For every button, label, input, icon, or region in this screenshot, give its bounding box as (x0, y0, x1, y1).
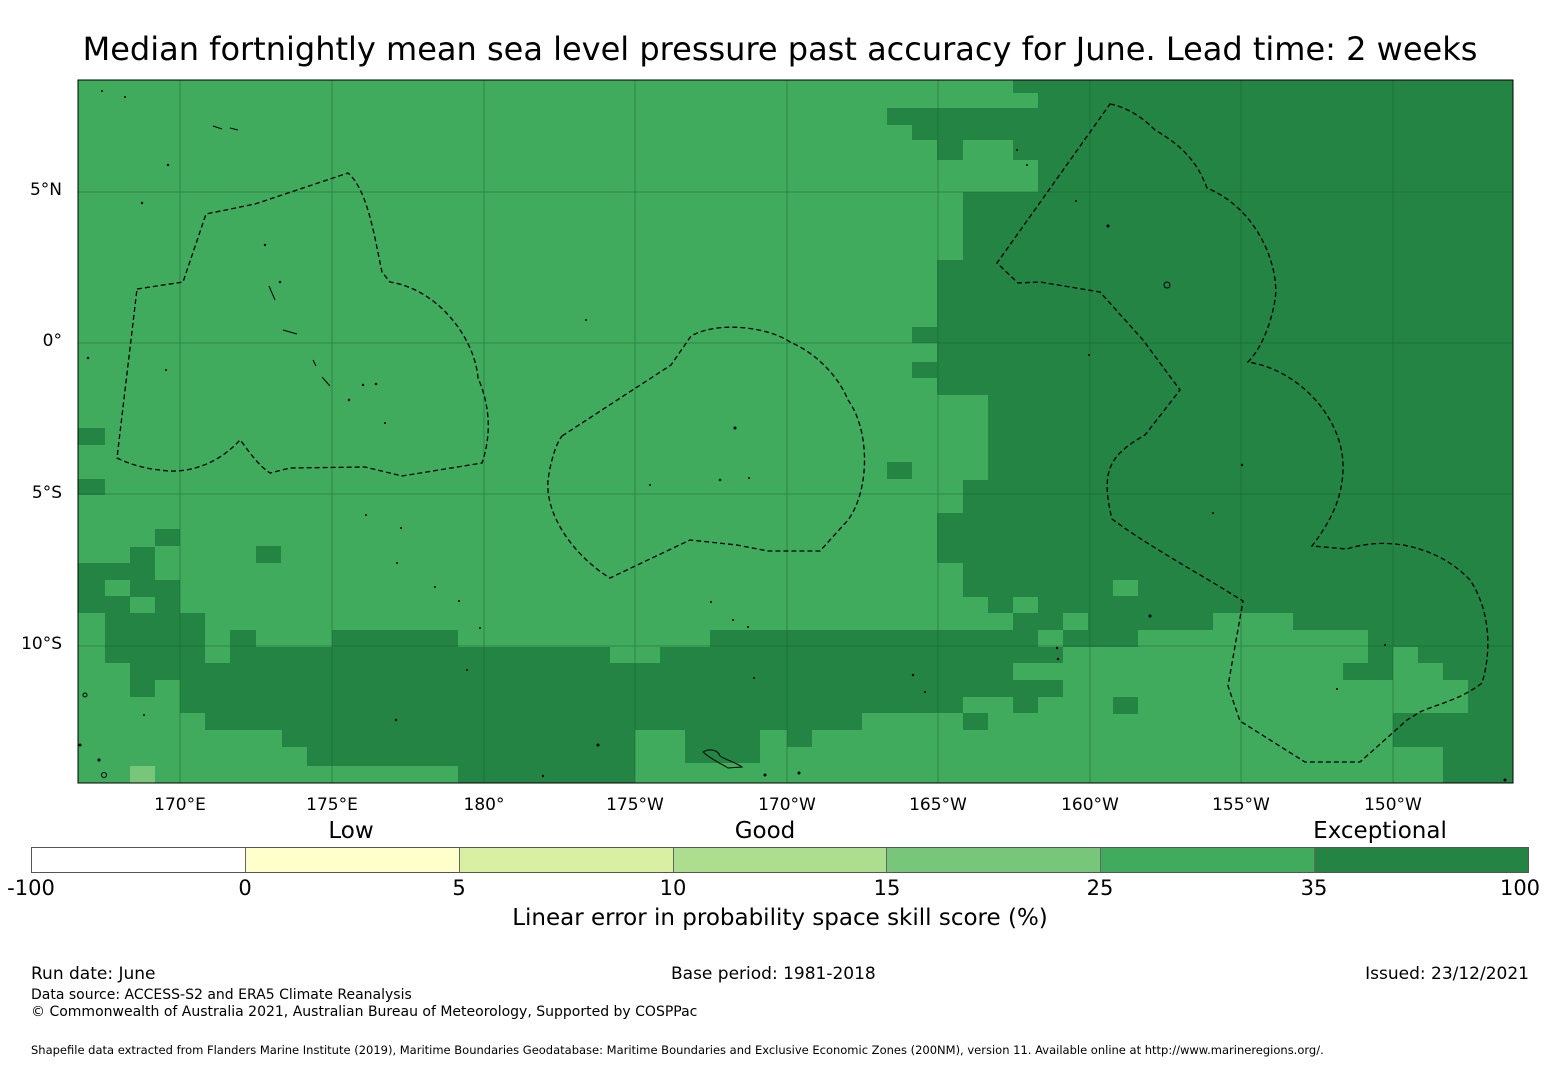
lat-label-10s: 10°S (21, 634, 62, 654)
lon-label-180: 180° (463, 795, 505, 815)
legend-category-good: Good (734, 818, 796, 844)
lon-label-170w: 170°W (758, 795, 816, 815)
colorbar-tick: 5 (452, 876, 466, 900)
lon-label-170e: 170°E (154, 795, 206, 815)
light-green-cell (130, 766, 155, 783)
colorbar-tick: 35 (1300, 876, 1328, 900)
lon-label-160w: 160°W (1061, 795, 1119, 815)
lon-label-150w: 150°W (1364, 795, 1422, 815)
colorbar-tick: 15 (873, 876, 901, 900)
copyright: © Commonwealth of Australia 2021, Austra… (31, 1004, 698, 1020)
map-title: Median fortnightly mean sea level pressu… (82, 30, 1478, 68)
skill-score-map (77, 79, 1514, 784)
lat-label-0: 0° (42, 331, 62, 351)
colorbar-segment (1315, 848, 1529, 872)
lat-label-5n: 5°N (29, 180, 62, 200)
lat-label-5s: 5°S (31, 483, 62, 503)
legend-category-low: Low (328, 818, 374, 844)
coastlines (82, 125, 1171, 778)
shapefile-credit: Shapefile data extracted from Flanders M… (31, 1043, 1324, 1057)
colorbar-tick: 100 (1499, 876, 1541, 900)
data-source: Data source: ACCESS-S2 and ERA5 Climate … (31, 987, 412, 1003)
colorbar-segment (887, 848, 1102, 872)
colorbar (31, 847, 1529, 873)
colorbar-title: Linear error in probability space skill … (512, 905, 1048, 931)
issued-date: Issued: 23/12/2021 (1365, 964, 1529, 984)
lon-label-155w: 155°W (1212, 795, 1270, 815)
lon-label-175e: 175°E (306, 795, 358, 815)
colorbar-segment (673, 848, 888, 872)
colorbar-tick: 0 (238, 876, 252, 900)
lon-label-175w: 175°W (606, 795, 664, 815)
colorbar-segment (245, 848, 460, 872)
colorbar-segment (1101, 848, 1316, 872)
base-period: Base period: 1981-2018 (671, 964, 876, 984)
graticule (78, 80, 1513, 783)
colorbar-segment (459, 848, 674, 872)
colorbar-tick: -100 (7, 876, 55, 900)
run-date: Run date: June (31, 964, 156, 984)
legend-category-exceptional: Exceptional (1313, 818, 1447, 844)
good-patches (105, 580, 1138, 680)
island-dots (78, 90, 1507, 782)
eez-boundaries (116, 103, 1489, 763)
colorbar-segment (32, 848, 246, 872)
colorbar-tick: 10 (659, 876, 687, 900)
map-frame (77, 79, 1514, 784)
lon-label-165w: 165°W (909, 795, 967, 815)
exceptional-region (78, 80, 1513, 783)
colorbar-tick: 25 (1086, 876, 1114, 900)
